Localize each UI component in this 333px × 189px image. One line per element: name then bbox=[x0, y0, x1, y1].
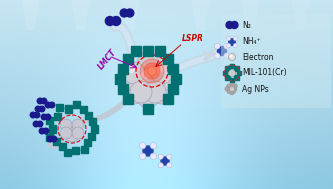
Circle shape bbox=[45, 114, 51, 120]
Text: LMCT: LMCT bbox=[96, 47, 118, 71]
Circle shape bbox=[233, 43, 237, 47]
Circle shape bbox=[158, 154, 164, 159]
Circle shape bbox=[128, 66, 135, 73]
Circle shape bbox=[156, 66, 163, 73]
Circle shape bbox=[47, 136, 53, 142]
Circle shape bbox=[153, 74, 175, 96]
Circle shape bbox=[229, 87, 234, 91]
Circle shape bbox=[140, 143, 146, 149]
FancyBboxPatch shape bbox=[221, 14, 331, 108]
Circle shape bbox=[72, 119, 84, 131]
Circle shape bbox=[229, 39, 235, 45]
Text: NH₄⁺: NH₄⁺ bbox=[242, 37, 261, 46]
Circle shape bbox=[226, 22, 233, 29]
Circle shape bbox=[137, 86, 159, 108]
Circle shape bbox=[60, 127, 72, 139]
Circle shape bbox=[144, 63, 160, 79]
Circle shape bbox=[158, 163, 164, 168]
Circle shape bbox=[66, 123, 78, 135]
Circle shape bbox=[144, 81, 166, 103]
Circle shape bbox=[123, 62, 145, 84]
Circle shape bbox=[140, 59, 164, 83]
Text: N₂: N₂ bbox=[242, 20, 251, 29]
Circle shape bbox=[60, 119, 72, 131]
Circle shape bbox=[217, 46, 226, 56]
Circle shape bbox=[214, 43, 220, 49]
Circle shape bbox=[224, 43, 230, 49]
Circle shape bbox=[37, 98, 43, 104]
Circle shape bbox=[226, 43, 231, 47]
Circle shape bbox=[34, 112, 40, 118]
Circle shape bbox=[140, 153, 146, 160]
Circle shape bbox=[166, 163, 172, 168]
Circle shape bbox=[105, 16, 114, 26]
Circle shape bbox=[30, 112, 36, 118]
Circle shape bbox=[147, 66, 157, 76]
Text: Electron: Electron bbox=[242, 53, 273, 61]
Circle shape bbox=[227, 90, 231, 94]
Circle shape bbox=[121, 74, 143, 96]
Circle shape bbox=[120, 9, 128, 17]
Circle shape bbox=[230, 83, 234, 88]
Circle shape bbox=[119, 68, 141, 90]
Circle shape bbox=[137, 52, 159, 74]
Circle shape bbox=[214, 53, 220, 59]
Circle shape bbox=[126, 9, 134, 17]
Circle shape bbox=[227, 84, 231, 88]
Circle shape bbox=[37, 121, 43, 127]
Text: LSPR: LSPR bbox=[182, 34, 204, 43]
Circle shape bbox=[66, 130, 78, 142]
Circle shape bbox=[161, 157, 169, 165]
Circle shape bbox=[226, 36, 231, 41]
Circle shape bbox=[166, 154, 172, 159]
Circle shape bbox=[130, 81, 152, 103]
Circle shape bbox=[41, 114, 47, 120]
Circle shape bbox=[150, 143, 157, 149]
Circle shape bbox=[49, 102, 55, 108]
Circle shape bbox=[72, 127, 84, 139]
Circle shape bbox=[230, 91, 234, 95]
Circle shape bbox=[230, 55, 232, 57]
Circle shape bbox=[112, 16, 121, 26]
Circle shape bbox=[225, 87, 229, 91]
Circle shape bbox=[150, 153, 157, 160]
Circle shape bbox=[33, 121, 39, 127]
Circle shape bbox=[151, 82, 173, 104]
Circle shape bbox=[232, 89, 236, 93]
Circle shape bbox=[45, 102, 51, 108]
Circle shape bbox=[143, 146, 153, 156]
Circle shape bbox=[228, 53, 235, 60]
Circle shape bbox=[233, 84, 237, 88]
Circle shape bbox=[43, 128, 49, 134]
Circle shape bbox=[151, 62, 173, 84]
Circle shape bbox=[39, 106, 45, 112]
Text: Ag NPs: Ag NPs bbox=[242, 84, 269, 94]
Circle shape bbox=[155, 68, 177, 90]
Circle shape bbox=[228, 70, 235, 77]
Circle shape bbox=[137, 68, 159, 90]
Circle shape bbox=[149, 68, 155, 74]
Text: MIL-101(Cr): MIL-101(Cr) bbox=[242, 68, 287, 77]
Circle shape bbox=[233, 36, 237, 41]
Circle shape bbox=[35, 106, 41, 112]
Circle shape bbox=[231, 22, 238, 29]
Circle shape bbox=[123, 82, 145, 104]
Circle shape bbox=[41, 98, 47, 104]
Circle shape bbox=[232, 87, 237, 91]
Circle shape bbox=[142, 71, 149, 78]
Circle shape bbox=[39, 128, 45, 134]
Circle shape bbox=[224, 53, 230, 59]
Circle shape bbox=[51, 136, 57, 142]
